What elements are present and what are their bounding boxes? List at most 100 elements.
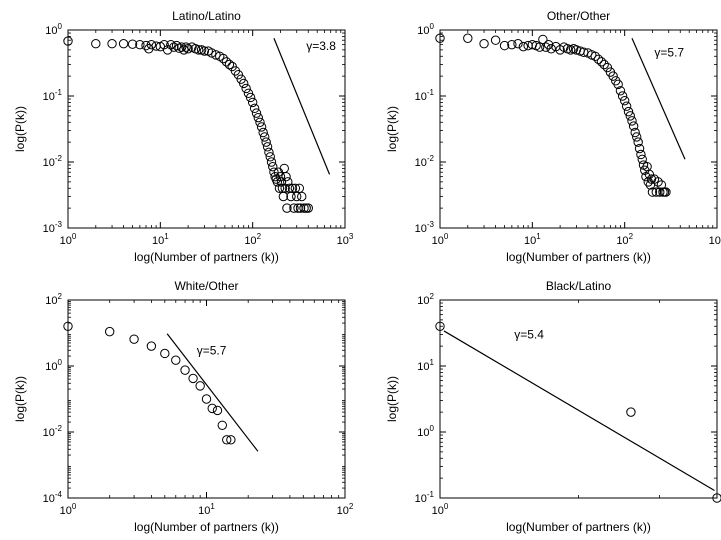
data-point <box>613 79 623 90</box>
data-point <box>135 39 145 50</box>
data-point <box>275 171 286 182</box>
data-point <box>129 334 139 344</box>
data-point <box>118 39 129 49</box>
data-point <box>630 127 640 138</box>
data-point <box>179 45 189 55</box>
x-tick-label: 101 <box>152 232 169 247</box>
gamma-annotation: γ=3.8 <box>306 39 336 53</box>
data-point <box>226 435 236 445</box>
gamma-annotation: γ=5.4 <box>514 328 544 342</box>
data-point <box>224 59 235 70</box>
data-point <box>176 42 187 52</box>
chart-title: Other/Other <box>547 9 610 23</box>
data-point <box>507 39 517 50</box>
data-point <box>162 45 173 55</box>
data-point <box>513 39 523 49</box>
data-point <box>295 203 306 213</box>
gamma-annotation: γ=5.7 <box>654 45 684 59</box>
data-point <box>141 40 151 51</box>
data-point <box>538 34 548 45</box>
x-tick-label: 101 <box>198 502 215 517</box>
x-tick-label: 100 <box>60 232 77 247</box>
data-point <box>211 50 221 60</box>
data-point <box>621 101 632 111</box>
y-tick-label: 100 <box>45 358 62 373</box>
gamma-annotation: γ=5.7 <box>197 344 227 358</box>
data-point <box>268 161 278 172</box>
data-point <box>91 39 101 49</box>
data-point <box>661 187 671 197</box>
data-point <box>303 203 313 213</box>
data-point <box>599 59 609 70</box>
data-point <box>180 365 190 375</box>
data-point <box>636 149 646 160</box>
data-point <box>269 167 279 177</box>
x-tick-label: 102 <box>244 232 261 247</box>
data-point <box>623 106 634 117</box>
data-point <box>199 46 210 56</box>
power-law-fit-line <box>443 330 715 491</box>
data-point <box>63 36 73 46</box>
data-point <box>251 108 262 118</box>
data-point <box>264 147 274 158</box>
y-tick-label: 100 <box>417 22 434 37</box>
data-point <box>253 112 263 123</box>
data-point <box>207 403 217 414</box>
data-point <box>260 132 270 142</box>
data-point <box>655 187 665 197</box>
data-point <box>245 92 256 103</box>
data-point <box>294 183 305 193</box>
y-axis-label: log(P(k)) <box>385 106 399 152</box>
y-axis-label: log(P(k)) <box>13 376 27 422</box>
data-point <box>283 177 293 187</box>
data-point <box>279 163 289 174</box>
data-point <box>608 71 618 81</box>
data-point <box>647 187 658 197</box>
y-tick-label: 10-2 <box>43 424 63 439</box>
y-tick-label: 10-1 <box>415 88 435 103</box>
data-point <box>256 122 267 132</box>
x-tick-label: 103 <box>709 232 721 247</box>
power-law-fit-line <box>166 333 259 452</box>
plot-frame <box>67 29 346 229</box>
data-point <box>653 177 663 187</box>
data-point <box>292 191 302 202</box>
y-tick-label: 101 <box>417 358 434 373</box>
chart-panel-1: Latino/Latino log(Number of partners (k))… <box>13 9 354 264</box>
data-point <box>626 407 636 417</box>
chart-panel-3: White/Other log(Number of partners (k)) lo… <box>13 279 354 534</box>
data-point <box>637 154 647 164</box>
power-law-fit-line <box>273 38 331 175</box>
data-point <box>617 91 628 101</box>
data-point <box>171 355 181 365</box>
data-point <box>247 97 258 108</box>
data-point <box>193 45 204 55</box>
data-point <box>274 183 285 193</box>
data-point <box>479 39 489 49</box>
x-tick-label: 103 <box>337 232 354 247</box>
data-point <box>280 183 290 193</box>
data-point <box>282 203 292 213</box>
data-point <box>249 103 260 114</box>
y-tick-label: 10-1 <box>415 490 435 505</box>
x-tick-label: 102 <box>616 232 633 247</box>
data-point <box>490 35 501 45</box>
y-tick-label: 10-1 <box>43 88 63 103</box>
x-tick-label: 100 <box>432 502 449 517</box>
data-point <box>255 117 265 127</box>
y-tick-label: 102 <box>45 292 62 307</box>
data-point <box>615 86 626 96</box>
data-point <box>546 44 556 54</box>
data-point <box>188 373 198 384</box>
chart-title: Latino/Latino <box>172 9 241 23</box>
data-point <box>301 203 311 213</box>
data-point <box>289 203 299 213</box>
data-point <box>195 381 205 391</box>
data-point <box>181 42 191 52</box>
data-point <box>602 62 613 73</box>
chart-title: Black/Latino <box>546 279 612 293</box>
data-point <box>171 40 182 51</box>
data-point <box>619 95 630 106</box>
chart-panel-2: Other/Other log(Number of partners (k)) lo… <box>385 9 721 264</box>
data-point <box>281 171 291 182</box>
